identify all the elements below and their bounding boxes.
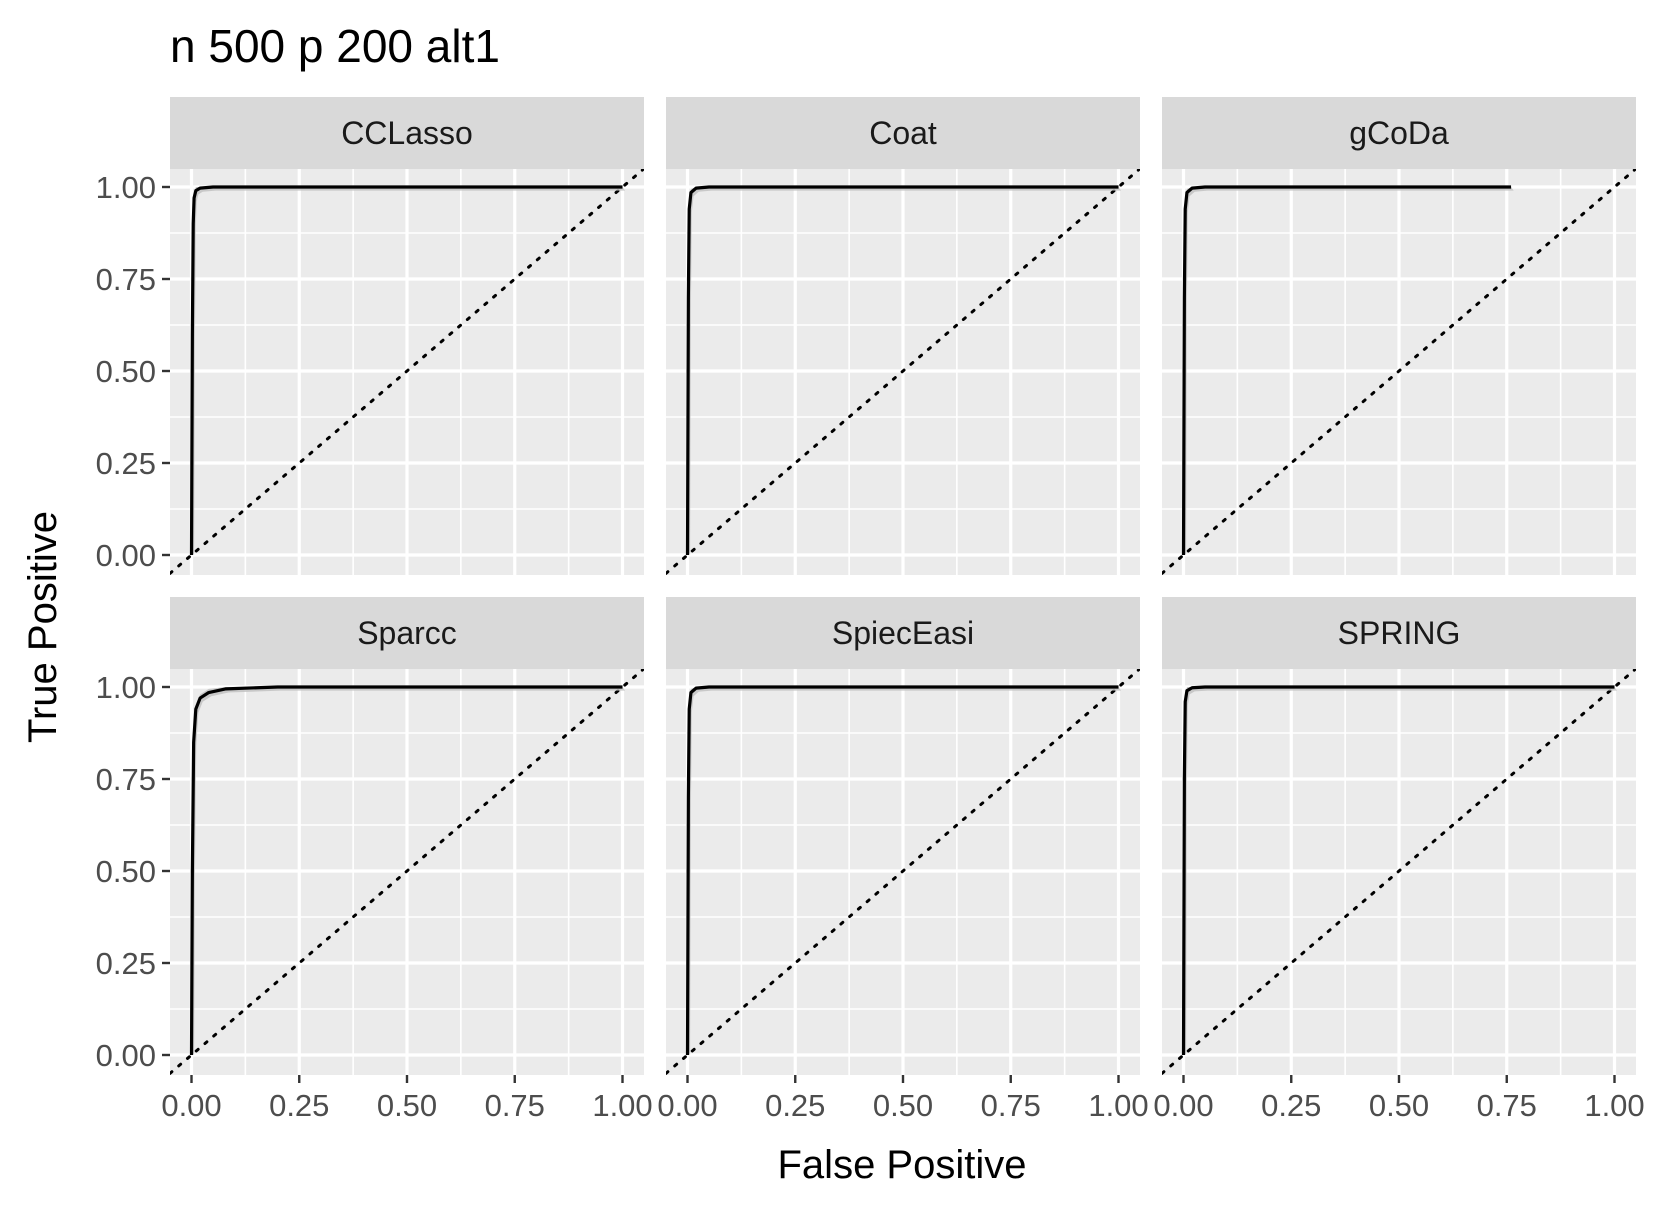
y-tick-label: 0.50 — [96, 854, 156, 889]
facet-strip-label: SpiecEasi — [832, 615, 974, 651]
facet-coat: Coat — [666, 97, 1140, 575]
axes: 0.000.250.500.751.000.000.250.500.751.00… — [96, 170, 1645, 1123]
x-tick-label: 0.50 — [377, 1088, 437, 1123]
facet-strip-label: SPRING — [1338, 615, 1461, 651]
facet-strip-label: CCLasso — [341, 115, 473, 151]
facet-panels: CCLasso Coat gCoDa Sparcc SpiecEasi SPRING — [170, 97, 1636, 1075]
reference-diagonal-line — [666, 669, 1140, 1075]
x-tick-label: 0.00 — [161, 1088, 221, 1123]
roc-curve-spieceasi — [685, 685, 1119, 1056]
facet-strip — [666, 597, 1140, 669]
y-tick-label: 0.25 — [96, 446, 156, 481]
y-tick-label: 0.75 — [96, 262, 156, 297]
x-tick-label: 1.00 — [1584, 1088, 1644, 1123]
facet-strip — [1162, 97, 1636, 169]
x-tick-label: 0.00 — [1153, 1088, 1213, 1123]
y-axis-title: True Positive — [21, 511, 65, 743]
x-tick-label: 0.50 — [1369, 1088, 1429, 1123]
y-tick-label: 0.25 — [96, 946, 156, 981]
x-tick-label: 0.00 — [657, 1088, 717, 1123]
facet-strip-label: gCoDa — [1349, 115, 1449, 151]
y-tick-label: 0.50 — [96, 354, 156, 389]
y-tick-label: 1.00 — [96, 670, 156, 705]
reference-diagonal-line — [666, 169, 1140, 575]
roc-curve-cclasso — [189, 185, 623, 556]
x-tick-label: 1.00 — [592, 1088, 652, 1123]
roc-curve-gcoda — [1181, 185, 1512, 556]
facet-gcoda: gCoDa — [1162, 97, 1636, 575]
x-tick-label: 0.25 — [1261, 1088, 1321, 1123]
chart-title: n 500 p 200 alt1 — [170, 20, 500, 72]
y-tick-label: 0.75 — [96, 762, 156, 797]
reference-diagonal-line — [1162, 169, 1636, 575]
facet-strip-label: Coat — [869, 115, 937, 151]
facet-spieceasi: SpiecEasi — [666, 597, 1140, 1075]
reference-diagonal-line — [1162, 669, 1636, 1075]
facet-cclasso: CCLasso — [170, 97, 644, 575]
y-tick-label: 0.00 — [96, 1038, 156, 1073]
reference-diagonal-line — [170, 669, 644, 1075]
facet-strip-label: Sparcc — [357, 615, 457, 651]
facet-strip — [666, 97, 1140, 169]
facet-sparcc: Sparcc — [170, 597, 644, 1075]
x-tick-label: 0.75 — [485, 1088, 545, 1123]
facet-strip — [170, 597, 644, 669]
x-tick-label: 0.25 — [765, 1088, 825, 1123]
x-tick-label: 0.75 — [981, 1088, 1041, 1123]
x-tick-label: 1.00 — [1088, 1088, 1148, 1123]
facet-strip — [170, 97, 644, 169]
x-tick-label: 0.50 — [873, 1088, 933, 1123]
reference-diagonal-line — [170, 169, 644, 575]
x-tick-label: 0.25 — [269, 1088, 329, 1123]
facet-strip — [1162, 597, 1636, 669]
roc-curve-spring — [1181, 685, 1615, 1056]
y-tick-label: 1.00 — [96, 170, 156, 205]
x-axis-title: False Positive — [778, 1143, 1027, 1187]
y-tick-label: 0.00 — [96, 538, 156, 573]
x-tick-label: 0.75 — [1477, 1088, 1537, 1123]
roc-curve-sparcc — [189, 685, 623, 1056]
facet-spring: SPRING — [1162, 597, 1636, 1075]
roc-curve-coat — [685, 185, 1119, 556]
